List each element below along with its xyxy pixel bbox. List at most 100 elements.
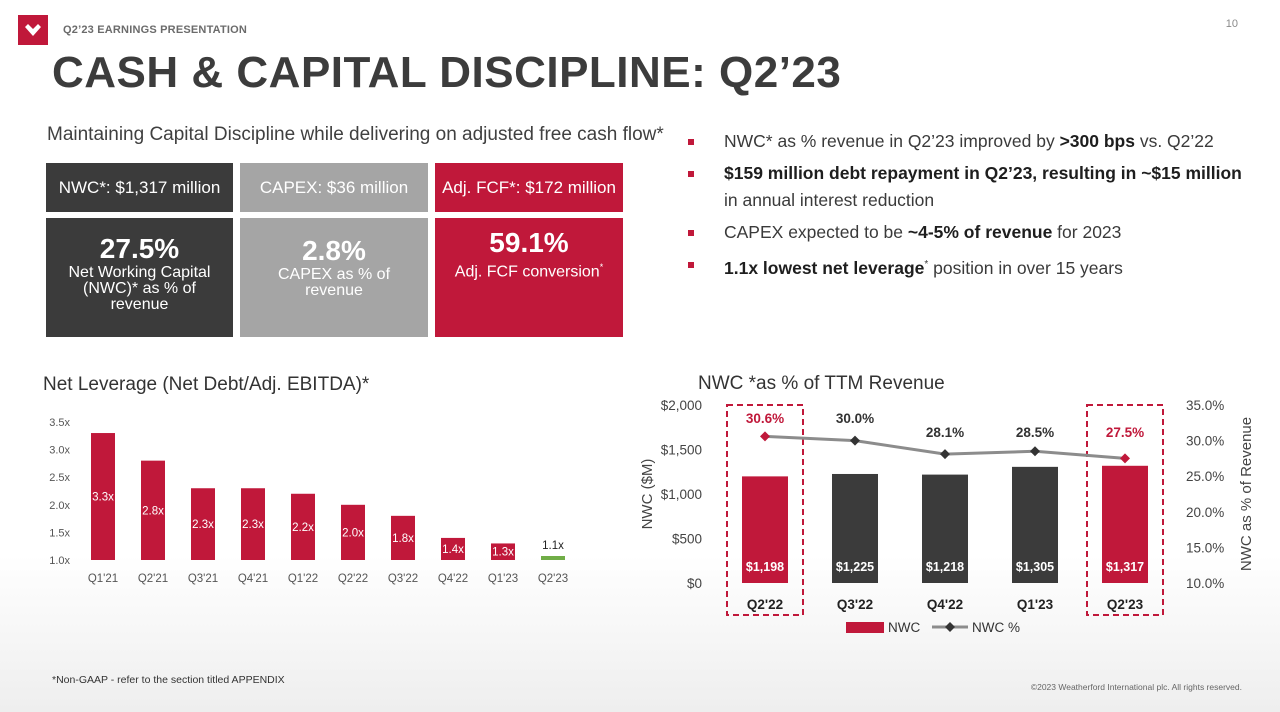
leverage-category-label: Q2'21: [138, 573, 168, 585]
nwc-bar: [832, 473, 878, 583]
nwc-ytick-label: $1,500: [661, 443, 702, 458]
page-number: 10: [1225, 18, 1238, 30]
nwc-metric-box: 27.5% Net Working Capital (NWC)* as % of…: [46, 218, 233, 337]
leverage-ytick-label: 3.5x: [49, 417, 70, 429]
nwc-percent-marker: [1030, 446, 1040, 457]
nwc-bar: [1102, 465, 1148, 583]
key-points-list: NWC* as % revenue in Q2’23 improved by >…: [688, 128, 1258, 287]
capex-metric-box: 2.8% CAPEX as % of revenue: [240, 218, 428, 337]
nwc-bar-label: $1,218: [926, 560, 964, 574]
capex-description: CAPEX as % of revenue: [277, 265, 391, 299]
leverage-data-label: 1.3x: [492, 547, 514, 559]
leverage-bar: [541, 556, 565, 560]
nwc-yaxis-title: NWC ($M): [639, 459, 656, 530]
bullet-nwc-improvement: NWC* as % revenue in Q2’23 improved by >…: [688, 128, 1258, 155]
leverage-category-label: Q1'22: [288, 573, 318, 585]
nwc-description: Net Working Capital (NWC)* as % of reven…: [68, 263, 211, 313]
nwc-bar: [922, 474, 968, 583]
leverage-data-label: 2.2x: [292, 522, 314, 534]
nwc-y2tick-label: 20.0%: [1186, 505, 1224, 520]
nwc-percent-label: 30.6%: [746, 411, 784, 426]
fcf-header-box: Adj. FCF*: $172 million: [435, 163, 623, 212]
nwc-percent-marker: [940, 449, 950, 460]
nwc-percent: 27.5%: [99, 232, 180, 264]
nwc-percent-label: 28.5%: [1016, 425, 1054, 440]
copyright: ©2023 Weatherford International plc. All…: [1030, 682, 1242, 692]
leverage-bar: [191, 488, 215, 560]
legend-nwc-percent-marker: [945, 622, 955, 632]
nwc-percent-label: 27.5%: [1106, 425, 1144, 440]
leverage-ytick-label: 1.0x: [49, 555, 70, 567]
nwc-bar-label: $1,225: [836, 560, 874, 574]
leverage-category-label: Q3'22: [388, 573, 418, 585]
bullet-capex-outlook: CAPEX expected to be ~4-5% of revenue fo…: [688, 219, 1258, 246]
company-logo: [18, 15, 48, 45]
leverage-ytick-label: 1.5x: [49, 527, 70, 539]
leverage-category-label: Q2'22: [338, 573, 368, 585]
leverage-bar: [391, 515, 415, 560]
legend-nwc-label: NWC: [888, 620, 920, 635]
leverage-bar: [141, 460, 165, 560]
leverage-chart-title: Net Leverage (Net Debt/Adj. EBITDA)*: [43, 374, 370, 395]
leverage-category-label: Q1'23: [488, 573, 518, 585]
presentation-label: Q2’23 EARNINGS PRESENTATION: [63, 24, 248, 36]
leverage-bar: [91, 433, 115, 560]
leverage-data-label: 1.4x: [442, 544, 464, 556]
nwc-category-label: Q3'22: [837, 597, 873, 612]
nwc-ytick-label: $2,000: [661, 398, 702, 413]
nwc-bar-label: $1,317: [1106, 560, 1144, 574]
nwc-ytick-label: $500: [672, 532, 702, 547]
nwc-y2tick-label: 10.0%: [1186, 576, 1224, 591]
legend-nwc-percent-label: NWC %: [972, 620, 1020, 635]
leverage-category-label: Q4'22: [438, 573, 468, 585]
section-subtitle: Maintaining Capital Discipline while del…: [47, 124, 664, 145]
highlight-box: [726, 404, 804, 616]
nwc-category-label: Q1'23: [1017, 597, 1054, 612]
leverage-data-label: 3.3x: [92, 492, 114, 504]
footnote: *Non-GAAP - refer to the section titled …: [52, 674, 285, 686]
leverage-ytick-label: 3.0x: [49, 445, 70, 457]
leverage-category-label: Q4'21: [238, 573, 268, 585]
capex-percent: 2.8%: [302, 234, 366, 266]
page-title: CASH & CAPITAL DISCIPLINE: Q2’23: [52, 48, 842, 97]
leverage-data-label: 2.0x: [342, 527, 364, 539]
nwc-ytick-label: $0: [687, 576, 702, 591]
nwc-percent-marker: [850, 435, 860, 446]
fcf-percent: 59.1%: [489, 226, 569, 258]
nwc-header-box: NWC*: $1,317 million: [46, 163, 233, 212]
leverage-category-label: Q1'21: [88, 573, 118, 585]
leverage-data-label: 2.3x: [242, 519, 264, 531]
leverage-data-label: 1.1x: [542, 540, 564, 552]
highlight-box: [1086, 404, 1164, 616]
leverage-category-label: Q3'21: [188, 573, 218, 585]
leverage-data-label: 1.8x: [392, 533, 414, 545]
nwc-category-label: Q2'22: [747, 597, 783, 612]
nwc-category-label: Q4'22: [927, 597, 963, 612]
nwc-y2tick-label: 15.0%: [1186, 540, 1224, 555]
leverage-bar: [441, 537, 465, 560]
leverage-data-label: 2.8x: [142, 505, 164, 517]
nwc-y2tick-label: 25.0%: [1186, 469, 1224, 484]
leverage-bar: [341, 504, 365, 560]
nwc-category-label: Q2'23: [1107, 597, 1144, 612]
nwc-y2tick-label: 35.0%: [1186, 398, 1224, 413]
nwc-y2axis-title: NWC as % of Revenue: [1238, 417, 1255, 571]
nwc-y2tick-label: 30.0%: [1186, 434, 1224, 449]
nwc-percent-label: 30.0%: [836, 411, 874, 426]
fcf-description: Adj. FCF conversion*: [454, 261, 604, 281]
capex-header-box: CAPEX: $36 million: [240, 163, 428, 212]
leverage-data-label: 2.3x: [192, 519, 214, 531]
nwc-percent-marker: [1120, 453, 1130, 464]
leverage-bar: [291, 493, 315, 560]
nwc-bar: [742, 476, 788, 583]
nwc-chart-title: NWC *as % of TTM Revenue: [698, 373, 945, 394]
leverage-ytick-label: 2.5x: [49, 472, 70, 484]
nwc-bar-label: $1,305: [1016, 560, 1054, 574]
legend-nwc-swatch: [846, 622, 884, 633]
leverage-category-label: Q2'23: [538, 573, 568, 585]
nwc-bar-label: $1,198: [746, 560, 784, 574]
fcf-metric-box: 59.1% Adj. FCF conversion*: [435, 218, 623, 337]
nwc-bar: [1012, 466, 1058, 583]
nwc-percent-marker: [760, 431, 770, 442]
